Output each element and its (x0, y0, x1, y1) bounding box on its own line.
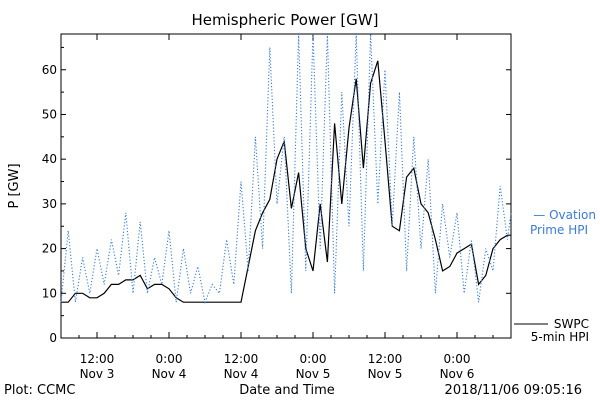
y-tick-label: 30 (42, 197, 57, 211)
y-tick-label: 10 (42, 286, 57, 300)
y-axis: 0 10 20 30 40 50 60 (42, 46, 511, 345)
plot-credit: Plot: CCMC (4, 383, 75, 398)
x-tick-date-label: Nov 5 (296, 367, 331, 381)
x-tick-date-label: Nov 5 (368, 367, 403, 381)
legend-swpc-line1: SWPC (554, 317, 589, 331)
legend-swpc-line2: 5-min HPI (531, 330, 589, 344)
x-tick-time-label: 0:00 (156, 352, 183, 366)
legend-ovation-line2: Prime HPI (530, 223, 588, 237)
chart-title: Hemispheric Power [GW] (192, 11, 379, 29)
plot-timestamp: 2018/11/06 09:05:16 (445, 383, 582, 398)
y-tick-label: 50 (42, 107, 57, 121)
x-tick-date-label: Nov 3 (80, 367, 115, 381)
x-tick-date-label: Nov 6 (440, 367, 475, 381)
y-tick-label: 0 (49, 331, 57, 345)
y-axis-label: P [GW] (7, 163, 22, 208)
x-axis-label: Date and Time (239, 383, 335, 398)
legend-ovation-line1: — Ovation (533, 208, 596, 222)
plot-frame (60, 33, 512, 339)
ovation-prime-hpi-line (60, 33, 512, 305)
x-tick-time-label: 0:00 (444, 352, 471, 366)
swpc-hpi-line (61, 60, 511, 303)
x-tick-time-label: 12:00 (224, 352, 259, 366)
x-tick-date-label: Nov 4 (152, 367, 187, 381)
y-tick-label: 60 (42, 63, 57, 77)
series-layer (60, 33, 512, 305)
x-tick-time-label: 12:00 (368, 352, 403, 366)
y-tick-label: 20 (42, 242, 57, 256)
x-tick-date-label: Nov 4 (224, 367, 259, 381)
x-tick-time-label: 0:00 (300, 352, 327, 366)
y-tick-label: 40 (42, 152, 57, 166)
x-tick-time-label: 12:00 (80, 352, 115, 366)
